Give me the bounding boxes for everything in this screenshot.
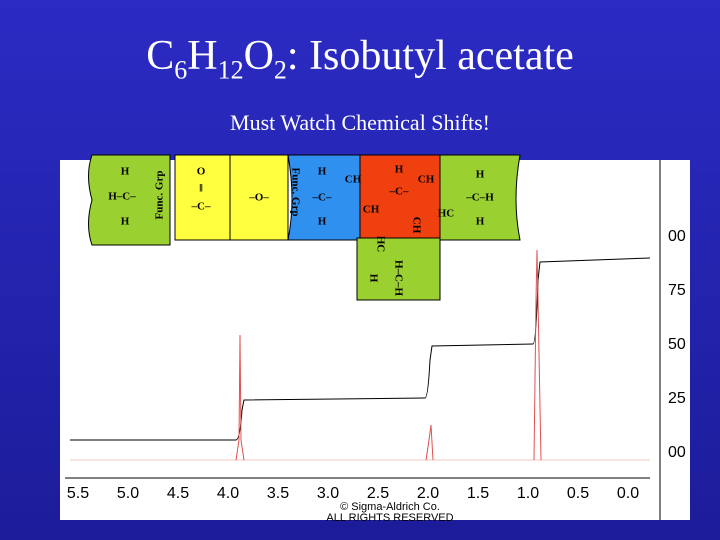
title: C6H12O2: Isobutyl acetate — [0, 32, 720, 85]
formula: H — [187, 33, 218, 79]
x-tick-label: 3.5 — [267, 485, 289, 502]
piece-label: H — [476, 216, 485, 228]
piece-label: HC — [374, 236, 386, 253]
formula: O — [243, 33, 274, 79]
formula: 6 — [174, 55, 188, 85]
x-tick-label: 2.5 — [367, 485, 389, 502]
piece-label: H — [121, 216, 130, 228]
formula: 12 — [217, 55, 244, 85]
subtitle: Must Watch Chemical Shifts! — [230, 110, 490, 135]
x-tick-label: 1.0 — [517, 485, 539, 502]
piece-label: H — [121, 166, 130, 178]
credit: © Sigma-Aldrich Co. — [340, 501, 440, 513]
x-tick-label: 4.5 — [167, 485, 189, 502]
piece-label: H — [476, 169, 485, 181]
x-tick-label: 0.0 — [617, 485, 639, 502]
compound-name: : Isobutyl acetate — [286, 33, 574, 79]
piece-label: CH — [345, 174, 362, 186]
piece-label: –C– — [312, 192, 332, 204]
piece-label: H — [318, 166, 327, 178]
x-tick-label: 0.5 — [567, 485, 589, 502]
piece-label: H — [318, 216, 327, 228]
piece — [356, 237, 441, 301]
piece — [88, 154, 171, 246]
piece-label: H — [367, 274, 379, 283]
piece-label: Func. Grp — [154, 171, 166, 220]
piece-label: –C– — [191, 201, 211, 213]
piece-label: CH — [418, 174, 435, 186]
integration-curve — [70, 257, 651, 441]
piece — [287, 154, 361, 241]
piece-label: Func. Grp — [289, 168, 301, 217]
credit: ALL RIGHTS RESERVED — [326, 512, 453, 524]
y-tick-label: 50 — [668, 336, 686, 353]
x-tick-label: 5.0 — [117, 485, 139, 502]
piece-label: –C– — [389, 186, 409, 198]
y-tick-label: 75 — [668, 282, 686, 299]
y-tick-label: 00 — [668, 444, 686, 461]
piece-label: H — [395, 164, 404, 176]
piece-label: –C–H — [465, 192, 494, 204]
x-tick-label: 4.0 — [217, 485, 239, 502]
formula: C — [146, 33, 175, 79]
piece-label: CH — [363, 204, 380, 216]
piece-label: O — [197, 166, 206, 178]
piece-label: HC — [438, 208, 455, 220]
y-tick-label: 00 — [668, 228, 686, 245]
piece — [439, 154, 521, 241]
piece-label: –O– — [248, 192, 269, 204]
y-tick-label: 25 — [668, 390, 686, 407]
piece-label: H–C– — [108, 191, 136, 203]
piece-label: ‖ — [199, 183, 203, 195]
x-tick-label: 5.5 — [67, 485, 89, 502]
x-tick-label: 2.0 — [417, 485, 439, 502]
peaks — [235, 249, 542, 461]
formula: 2 — [273, 55, 287, 85]
piece-label: H–C–H — [392, 260, 404, 297]
piece-label: CH — [410, 217, 422, 234]
x-tick-label: 1.5 — [467, 485, 489, 502]
x-tick-label: 3.0 — [317, 485, 339, 502]
